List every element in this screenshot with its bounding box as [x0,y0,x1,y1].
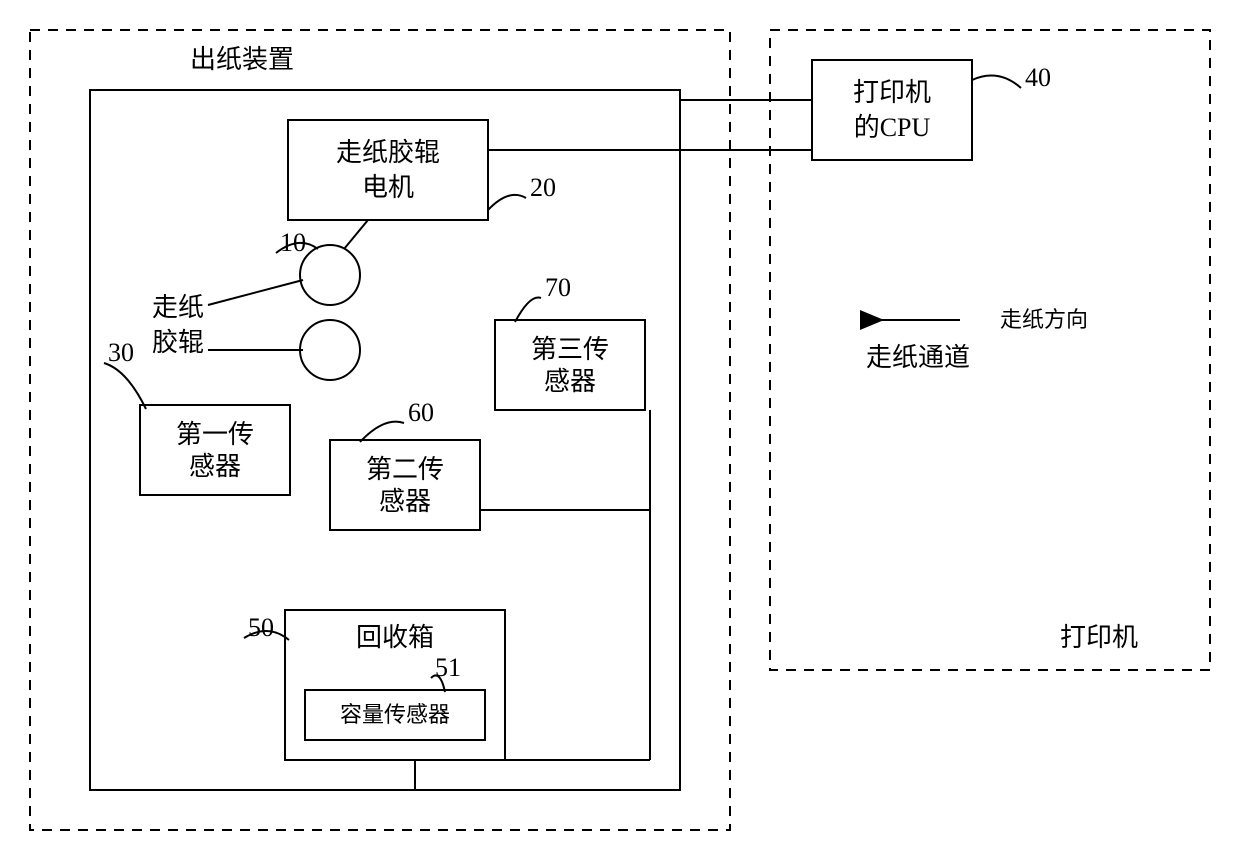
sensor3-box [495,320,645,410]
recycle-title: 回收箱 [356,623,434,652]
ref-30: 30 [108,338,134,367]
ref-10: 10 [280,228,306,257]
rollers-label-2: 胶辊 [152,328,204,357]
ref-70: 70 [545,273,571,302]
sensor2-box [330,440,480,530]
paper-channel-label: 走纸通道 [866,343,970,372]
capacity-title: 容量传感器 [340,702,450,727]
printer-title: 打印机 [1060,623,1138,652]
ref-40: 40 [1025,63,1051,92]
motor-line2: 电机 [362,173,414,202]
sensor2-line2: 感器 [379,487,431,516]
sensor3-line2: 感器 [544,367,596,396]
sensor3-line1: 第三传 [531,335,609,364]
paper-direction-label: 走纸方向 [1000,307,1088,332]
sensor1-line2: 感器 [189,452,241,481]
printer-cpu-line2: 的CPU [854,113,931,142]
ref-40-lead [972,76,1021,89]
sensor1-box [140,405,290,495]
ref-50: 50 [248,613,274,642]
paper-roller-bottom [300,320,360,380]
ref-60: 60 [408,398,434,427]
paper-roller-top [300,245,360,305]
printer-cpu-line1: 打印机 [853,78,931,107]
printer-cpu-box [812,60,972,160]
ref-51: 51 [435,653,461,682]
ref-20: 20 [530,173,556,202]
sensor1-line1: 第一传 [176,420,254,449]
paper-roller-motor-box [288,120,488,220]
motor-line1: 走纸胶辊 [336,138,440,167]
rollers-label-1: 走纸 [152,293,204,322]
sensor2-line1: 第二传 [366,455,444,484]
paper-output-device-title: 出纸装置 [190,45,294,74]
